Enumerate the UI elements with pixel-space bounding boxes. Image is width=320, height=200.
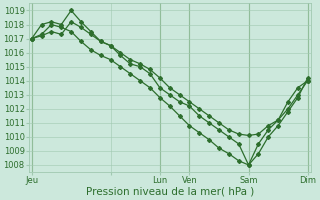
X-axis label: Pression niveau de la mer( hPa ): Pression niveau de la mer( hPa ) [85, 187, 254, 197]
